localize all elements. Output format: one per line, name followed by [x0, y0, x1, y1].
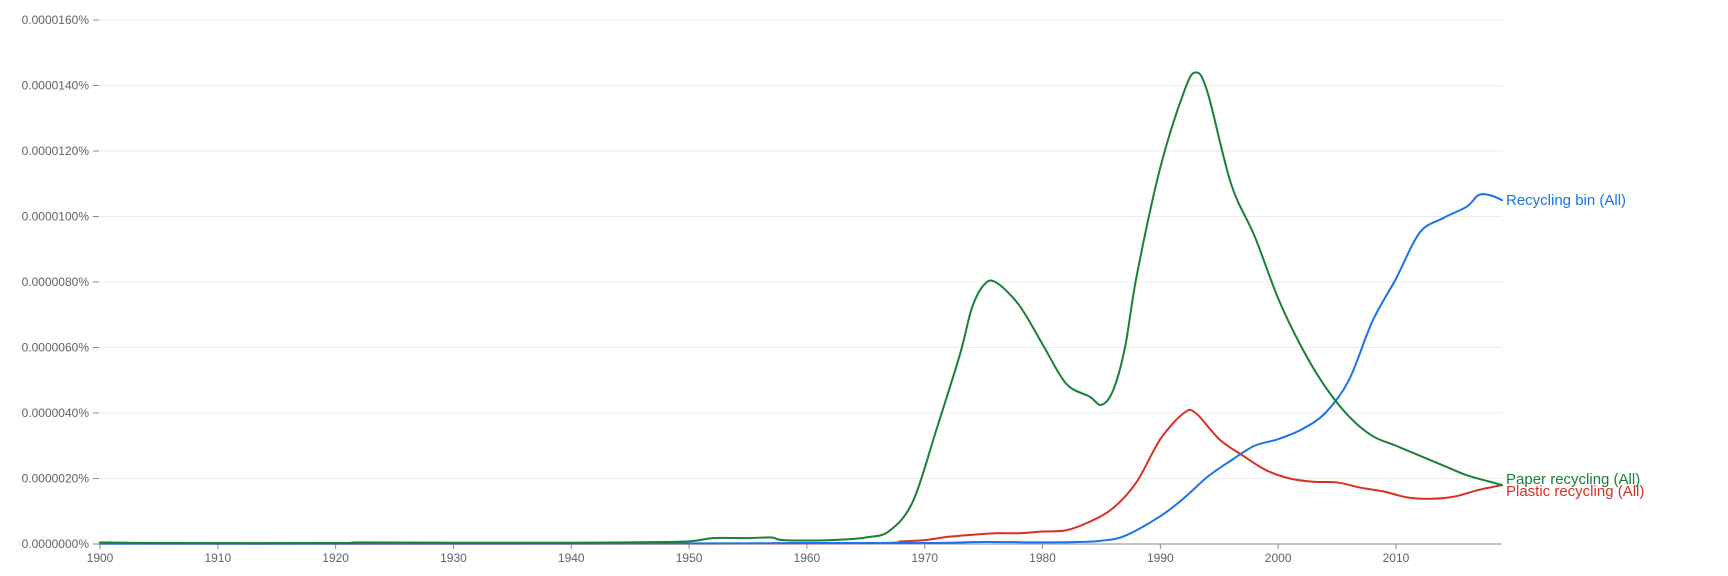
x-tick-label: 1960 [794, 551, 821, 565]
paper-recycling-series-line [99, 71, 1503, 545]
y-tick-label: 0.0000020% [22, 472, 90, 486]
x-tick-label: 1980 [1029, 551, 1056, 565]
x-tick-label: 2000 [1265, 551, 1292, 565]
y-tick-label: 0.0000120% [22, 144, 90, 158]
y-tick-label: 0.0000160% [22, 13, 90, 27]
x-tick-label: 1950 [676, 551, 703, 565]
x-tick-label: 2010 [1383, 551, 1410, 565]
y-tick-label: 0.0000040% [22, 406, 90, 420]
y-tick-label: 0.0000140% [22, 79, 90, 93]
y-tick-label: 0.0000000% [22, 537, 90, 551]
plastic-recycling-series-line [99, 408, 1503, 545]
x-tick-label: 1940 [558, 551, 585, 565]
recycling-bin-series-line [99, 193, 1503, 545]
y-tick-label: 0.0000100% [22, 210, 90, 224]
x-tick-label: 1930 [440, 551, 467, 565]
plastic-recycling-series-label: Plastic recycling (All) [1506, 483, 1644, 500]
axis-layer: 0.0000000% 0.0000020% 0.0000040% 0.0000060%… [22, 13, 1502, 565]
x-tick-label: 1990 [1147, 551, 1174, 565]
x-tick-label: 1900 [87, 551, 114, 565]
series-label-layer: Recycling bin (All) Paper recycling (All)… [1506, 192, 1644, 500]
y-tick-label: 0.0000080% [22, 275, 90, 289]
paper-recycling-series-label: Paper recycling (All) [1506, 471, 1640, 488]
grid-layer [100, 19, 1502, 479]
x-tick-label: 1970 [911, 551, 938, 565]
x-tick-label: 1910 [204, 551, 231, 565]
y-tick-label: 0.0000060% [22, 341, 90, 355]
recycling-bin-series-label: Recycling bin (All) [1506, 192, 1626, 209]
x-tick-label: 1920 [322, 551, 349, 565]
series-layer [99, 71, 1503, 545]
